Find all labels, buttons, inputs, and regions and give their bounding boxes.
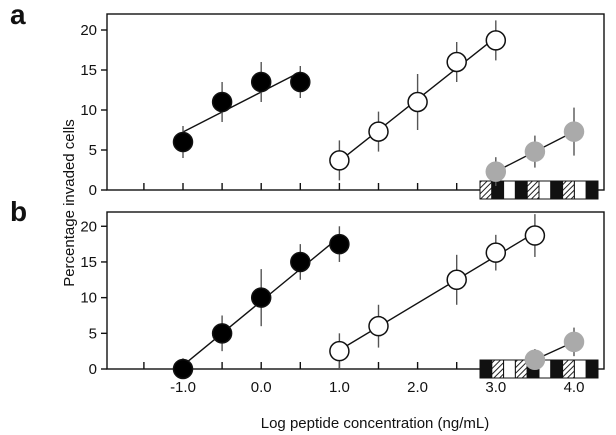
data-point (446, 269, 467, 291)
data-point (329, 233, 350, 255)
pattern-bar-segment (526, 180, 540, 200)
pattern-bar-segment (573, 359, 587, 379)
data-point (250, 287, 272, 308)
pattern-bar-segment (491, 359, 505, 379)
pattern-bar-segment (585, 359, 599, 379)
x-tick-label: 4.0 (564, 379, 585, 396)
x-tick-label: 3.0 (485, 379, 506, 396)
panel-label: a (10, 0, 26, 30)
panel-label: b (10, 196, 27, 227)
y-tick-label: 5 (89, 325, 97, 342)
pattern-bar-segment (562, 180, 575, 200)
data-point (329, 340, 350, 362)
data-point (407, 91, 428, 113)
pattern-bar-segment (503, 180, 516, 200)
y-tick-label: 5 (89, 142, 97, 159)
data-point (563, 121, 585, 142)
pattern-bar-segment (503, 359, 516, 379)
data-point (485, 30, 507, 51)
pattern-bar-segment (562, 359, 575, 379)
data-point (368, 315, 389, 337)
data-point (250, 71, 272, 93)
x-tick-label: -1.0 (170, 379, 196, 396)
pattern-bar-segment (479, 359, 493, 379)
y-tick-label: 15 (80, 62, 97, 79)
y-tick-label: 10 (80, 290, 97, 307)
data-point (211, 91, 233, 113)
pattern-bar-segment (491, 180, 505, 200)
pattern-bar-segment (538, 180, 552, 200)
panel-b: b 0 5 10 15 20 (10, 196, 605, 380)
pattern-bar-segment (550, 180, 564, 200)
pattern-bar-segment (573, 180, 587, 200)
x-tick-label: 0.0 (251, 379, 272, 396)
plot-frame (106, 211, 605, 370)
y-tick-label: 20 (80, 218, 97, 235)
data-point (524, 225, 546, 246)
fit-line (182, 71, 301, 133)
data-point (290, 251, 311, 273)
x-axis-label: Log peptide concentration (ng/mL) (261, 415, 489, 432)
panel-a: a 0 5 10 15 20 (10, 0, 605, 200)
y-tick-label: 15 (80, 254, 97, 271)
y-tick-label: 0 (89, 182, 97, 199)
pattern-bar-segment (479, 180, 493, 200)
pattern-bar-segment (585, 180, 599, 200)
y-axis-label: Percentage invaded cells (61, 119, 78, 287)
y-tick-label: 0 (89, 361, 97, 378)
pattern-bar-segment (550, 359, 564, 379)
data-point (446, 51, 467, 73)
data-point (211, 323, 233, 344)
x-tick-label: 2.0 (407, 379, 428, 396)
plot-frame (106, 13, 605, 191)
pattern-bar-segment (514, 180, 528, 200)
data-point (172, 131, 194, 153)
data-point (485, 242, 507, 263)
data-point (524, 141, 546, 162)
data-point (368, 121, 389, 142)
x-tick-label: 1.0 (329, 379, 350, 396)
data-point (290, 71, 311, 93)
data-point (329, 150, 350, 171)
y-tick-label: 10 (80, 102, 97, 119)
data-point (563, 331, 585, 353)
data-point (485, 161, 507, 182)
data-point (172, 358, 194, 380)
data-point (524, 349, 546, 370)
y-tick-label: 20 (80, 22, 97, 39)
